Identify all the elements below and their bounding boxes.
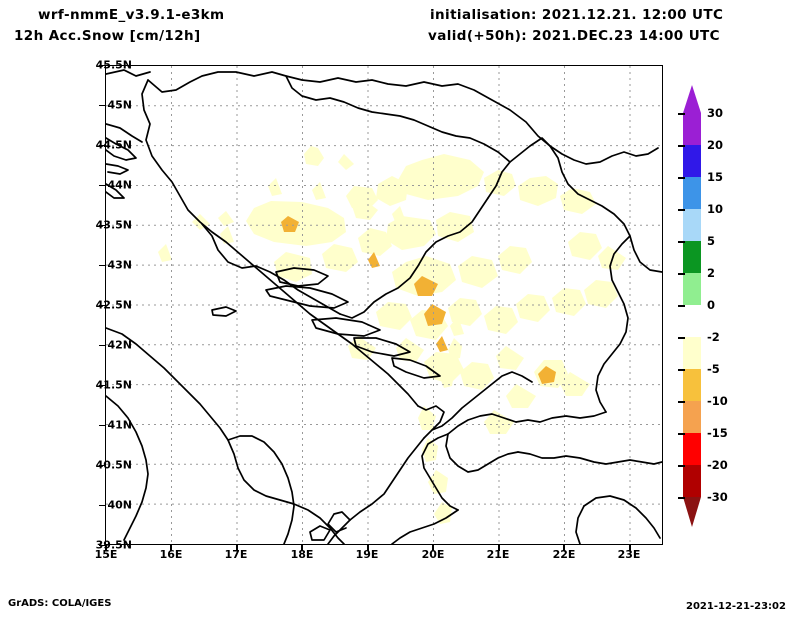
y-tick-label: 41.5N: [95, 378, 132, 392]
y-tick-label: 45.5N: [95, 58, 132, 72]
colorbar-tick: [678, 337, 685, 339]
y-tick-label: 43N: [107, 258, 132, 272]
colorbar-tick: [678, 369, 685, 371]
x-tick-mark: [367, 545, 369, 551]
map-plot-area[interactable]: [105, 65, 663, 545]
colorbar-tick: [678, 273, 685, 275]
colorbar-label: -5: [707, 362, 720, 376]
colorbar-segment[interactable]: [683, 433, 701, 465]
model-title: wrf-nmmE_v3.9.1-e3km: [38, 7, 225, 23]
x-tick-label: 20E: [421, 548, 445, 561]
y-tick-label: 41N: [107, 418, 132, 432]
initialisation-time: initialisation: 2021.12.21. 12:00 UTC: [430, 7, 724, 23]
colorbar-tick: [678, 305, 685, 307]
colorbar-label: -30: [707, 490, 728, 504]
y-tick-mark: [99, 504, 105, 507]
colorbar-segment[interactable]: [683, 241, 701, 273]
y-tick-label: 43.5N: [95, 218, 132, 232]
y-tick-mark: [99, 384, 105, 387]
colorbar-tick: [678, 209, 685, 211]
render-timestamp: 2021-12-21-23:02: [686, 601, 786, 612]
x-tick-label: 15E: [94, 548, 118, 561]
y-tick-mark: [99, 264, 105, 267]
x-tick-label: 18E: [290, 548, 314, 561]
colorbar-label: 15: [707, 170, 724, 184]
colorbar-tick: [678, 497, 685, 499]
colorbar-tick: [678, 177, 685, 179]
x-tick-mark: [105, 545, 107, 551]
y-tick-label: 45N: [107, 98, 132, 112]
colorbar[interactable]: 30 20 15 10 5 2 0 -2 -5 -10 -15 -20 -30: [678, 85, 728, 527]
colorbar-segment[interactable]: [683, 369, 701, 401]
x-tick-mark: [236, 545, 238, 551]
x-tick-mark: [301, 545, 303, 551]
y-tick-mark: [99, 144, 105, 147]
colorbar-label: 2: [707, 266, 716, 280]
y-tick-label: 39.5N: [95, 538, 132, 552]
y-tick-mark: [99, 344, 105, 347]
y-tick-label: 44N: [107, 178, 132, 192]
y-tick-mark: [99, 544, 105, 547]
colorbar-segment[interactable]: [683, 305, 701, 337]
map-svg: [106, 66, 662, 544]
y-tick-mark: [99, 224, 105, 227]
x-tick-label: 16E: [159, 548, 183, 561]
y-tick-mark: [99, 184, 105, 187]
x-tick-mark: [432, 545, 434, 551]
y-tick-label: 40.5N: [95, 458, 132, 472]
colorbar-segment[interactable]: [683, 177, 701, 209]
colorbar-arrow-bottom: [683, 497, 701, 527]
x-tick-label: 23E: [617, 548, 641, 561]
y-tick-mark: [99, 424, 105, 427]
colorbar-tick: [678, 401, 685, 403]
grads-credit: GrADS: COLA/IGES: [8, 598, 112, 609]
colorbar-tick: [678, 241, 685, 243]
y-tick-mark: [99, 64, 105, 67]
colorbar-segment[interactable]: [683, 401, 701, 433]
colorbar-segment[interactable]: [683, 465, 701, 497]
valid-time: valid(+50h): 2021.DEC.23 14:00 UTC: [428, 28, 720, 44]
colorbar-segment[interactable]: [683, 273, 701, 305]
y-tick-label: 42.5N: [95, 298, 132, 312]
x-tick-label: 21E: [486, 548, 510, 561]
coastline-and-borders: [106, 69, 662, 544]
x-tick-label: 22E: [552, 548, 576, 561]
colorbar-arrow-top: [683, 85, 701, 113]
colorbar-label: 30: [707, 106, 724, 120]
y-tick-label: 42N: [107, 338, 132, 352]
colorbar-segment[interactable]: [683, 337, 701, 369]
colorbar-label: -10: [707, 394, 728, 408]
colorbar-segment[interactable]: [683, 209, 701, 241]
colorbar-tick: [678, 113, 685, 115]
y-tick-label: 40N: [107, 498, 132, 512]
field-title: 12h Acc.Snow [cm/12h]: [14, 28, 201, 44]
x-tick-mark: [170, 545, 172, 551]
colorbar-tick: [678, 465, 685, 467]
y-tick-mark: [99, 304, 105, 307]
snow-shading-layer: [158, 146, 626, 524]
colorbar-label: 20: [707, 138, 724, 152]
x-tick-label: 17E: [224, 548, 248, 561]
colorbar-label: 10: [707, 202, 724, 216]
colorbar-segment[interactable]: [683, 145, 701, 177]
x-tick-mark: [498, 545, 500, 551]
colorbar-label: 5: [707, 234, 716, 248]
y-tick-mark: [99, 104, 105, 107]
colorbar-label: -15: [707, 426, 728, 440]
y-tick-label: 44.5N: [95, 138, 132, 152]
colorbar-segment[interactable]: [683, 113, 701, 145]
colorbar-label: -2: [707, 330, 720, 344]
x-tick-label: 19E: [355, 548, 379, 561]
colorbar-tick: [678, 433, 685, 435]
colorbar-tick: [678, 145, 685, 147]
x-tick-mark: [563, 545, 565, 551]
x-tick-mark: [629, 545, 631, 551]
colorbar-label: -20: [707, 458, 728, 472]
colorbar-label: 0: [707, 298, 716, 312]
y-tick-mark: [99, 464, 105, 467]
